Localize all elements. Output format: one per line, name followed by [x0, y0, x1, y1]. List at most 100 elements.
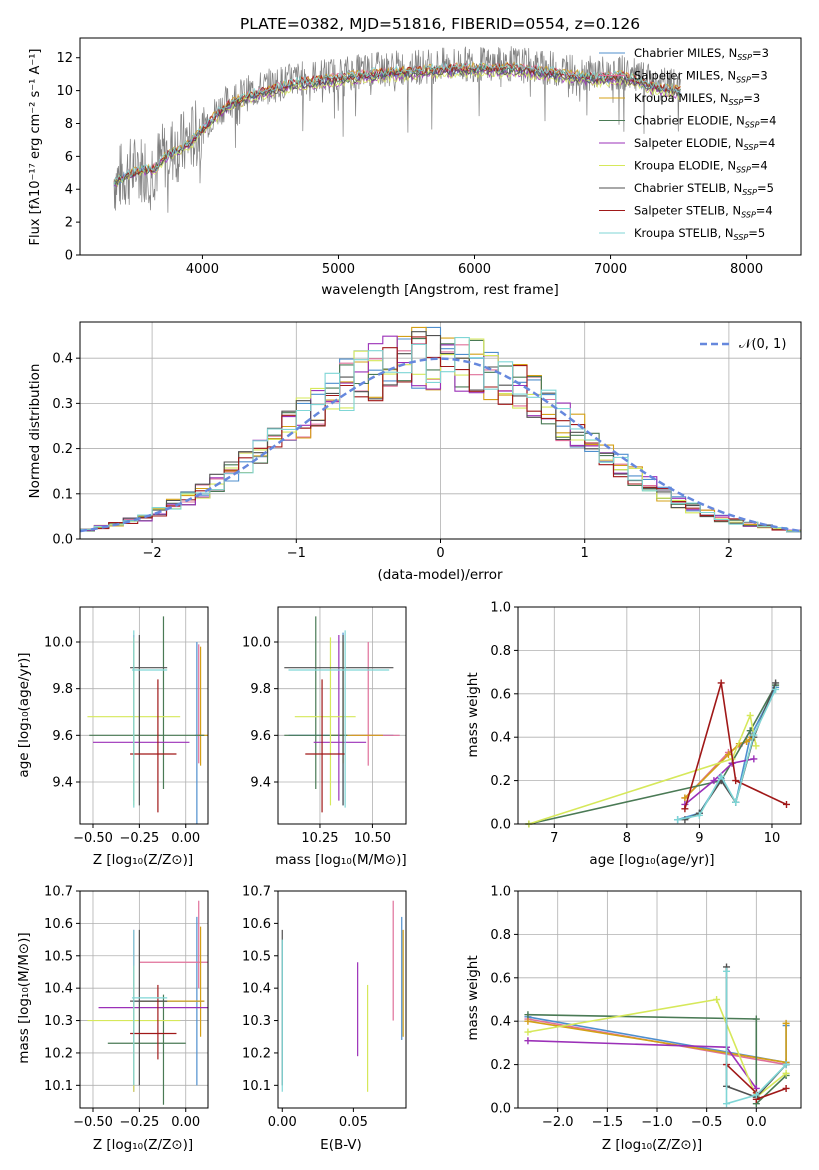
y-tick-label: 0.2: [490, 774, 511, 789]
weight-marker: [724, 751, 732, 759]
x-tick-label: −2: [143, 546, 162, 561]
x-tick-label: −0.25: [119, 831, 159, 846]
y-tick-label: 0: [65, 249, 73, 264]
age-vs-mass-panel: 10.25 10.50 9.4 9.6 9.8 10.0 mass [log₁₀(M/M⊙…: [242, 606, 407, 868]
gauss-legend-label: 𝒩(0, 1): [739, 337, 786, 352]
y-tick-label: 10.6: [242, 917, 271, 932]
x-tick-label: −1: [287, 546, 306, 561]
weight-line: [528, 712, 757, 825]
y-tick-label: 4: [65, 183, 73, 198]
axes-frame: [79, 890, 209, 1109]
y-tick-label: 0.4: [490, 731, 511, 746]
legend-label: Salpeter ELODIE, NSSP=4: [634, 136, 775, 152]
model-spectrum: [113, 68, 681, 188]
y-tick-label: 0.4: [490, 1015, 511, 1030]
errorbar-point: [130, 929, 168, 1086]
y-tick-label: 10.4: [242, 982, 271, 997]
axes-frame: [79, 606, 209, 825]
errorbar-point: [288, 630, 390, 808]
y-tick-label: 0.6: [490, 687, 511, 702]
y-tick-label: 10.0: [242, 636, 271, 651]
mass-vs-Z-ylabel: mass [log₁₀(M/M⊙)]: [16, 932, 32, 1063]
weight-marker: [524, 1037, 532, 1045]
legend-label: Chabrier MILES, NSSP=3: [634, 46, 769, 62]
errorbar-point: [130, 679, 177, 813]
y-tick-label: 9.8: [250, 682, 271, 697]
errorbar-point: [130, 984, 177, 1060]
grid: [80, 607, 208, 824]
axes-frame: [79, 37, 802, 256]
weight-marker: [674, 816, 682, 824]
legend-label: Salpeter MILES, NSSP=3: [634, 69, 768, 85]
y-tick-label: 9.4: [250, 776, 271, 791]
errorbar-point: [131, 929, 168, 1086]
weight-line: [725, 971, 787, 1105]
weight-marker: [782, 1084, 790, 1092]
weight-marker: [717, 772, 725, 780]
y-tick-label: 0.0: [490, 1102, 511, 1117]
x-tick-label: 7: [550, 831, 558, 846]
x-tick-label: 10: [764, 831, 781, 846]
weight-marker: [752, 1015, 760, 1023]
y-tick-label: 0.2: [52, 442, 73, 457]
plot-content: Chabrier MILES, NSSP=3 Salpeter MILES, NS…: [113, 46, 776, 242]
x-tick-label: 0.00: [171, 1115, 200, 1130]
spectrum-panel: PLATE=0382, MJD=51816, FIBERID=0554, z=0…: [28, 15, 802, 298]
y-tick-label: 10.1: [44, 1079, 73, 1094]
y-tick-label: 10.1: [242, 1079, 271, 1094]
weight-marker: [772, 679, 780, 687]
weight-marker: [772, 685, 780, 693]
plot-content: [281, 900, 404, 1092]
y-tick-label: 0.1: [52, 487, 73, 502]
mass-vs-Z-xlabel: Z [log₁₀(Z/Z⊙)]: [93, 1137, 193, 1153]
x-tick-label: 0.00: [171, 831, 200, 846]
weight-marker: [752, 742, 760, 750]
y-tick-label: 0.8: [490, 928, 511, 943]
x-tick-label: −1.0: [641, 1115, 673, 1130]
weight-line: [677, 689, 777, 821]
weight-marker: [713, 996, 721, 1003]
legend-label: Chabrier STELIB, NSSP=5: [634, 181, 774, 197]
residuals-ylabel: Normed distribution: [27, 364, 43, 499]
errorbar-point: [294, 637, 356, 806]
x-tick-label: 0.00: [268, 1115, 297, 1130]
weight-marker: [681, 805, 689, 813]
y-tick-label: 9.6: [250, 729, 271, 744]
weight-vs-Z-xlabel: Z [log₁₀(Z/Z⊙)]: [602, 1137, 702, 1153]
x-tick-label: −0.50: [73, 831, 113, 846]
weight-marker: [782, 1069, 790, 1077]
y-tick-label: 10.3: [44, 1014, 73, 1029]
plot-content: [79, 326, 802, 533]
plot-content: [524, 963, 790, 1108]
grid: [518, 890, 801, 1109]
y-tick-label: 10.5: [44, 949, 73, 964]
weight-vs-age-xlabel: age [log₁₀(age/yr)]: [589, 852, 714, 868]
errorbar-point: [305, 679, 346, 813]
x-tick-label: 0: [436, 546, 444, 561]
axes: −0.50 −0.25 0.00 9.4 9.6 9.8 10.0: [44, 606, 209, 846]
plot-content: [284, 616, 400, 813]
errorbar-point: [92, 635, 190, 801]
legend-label: Kroupa ELODIE, NSSP=4: [634, 159, 768, 175]
axes: 7 8 9 10 0.0 0.2 0.4 0.6 0.8 1.0: [490, 601, 802, 846]
axes: −0.50 −0.25 0.00 10.1 10.2 10.3 10.4 10.5 10.6 10…: [44, 885, 209, 1130]
mass-vs-ebv-panel: 0.00 0.05 10.1 10.2 10.3 10.4 10.5 10.6 10.7 E(B…: [242, 885, 407, 1153]
x-tick-label: 10.50: [354, 831, 391, 846]
weight-marker: [723, 967, 731, 975]
y-tick-label: 10.2: [242, 1046, 271, 1061]
errorbar-point: [288, 632, 394, 806]
y-tick-label: 10.7: [242, 885, 271, 900]
weight-marker: [681, 816, 689, 824]
grid: [518, 606, 801, 825]
weight-line: [527, 1039, 758, 1098]
axes-frame: [517, 890, 802, 1109]
x-tick-label: 5000: [322, 262, 355, 277]
age-vs-metallicity-panel: −0.50 −0.25 0.00 9.4 9.6 9.8 10.0 Z [log₁₀(Z/Z…: [16, 606, 209, 868]
gaussian-curve: [79, 357, 802, 533]
y-tick-label: 10.0: [44, 636, 73, 651]
mass-vs-ebv-xlabel: E(B-V): [320, 1137, 362, 1153]
weight-marker: [782, 1061, 790, 1069]
legend-label: Chabrier ELODIE, NSSP=4: [634, 114, 776, 130]
age-vs-mass-xlabel: mass [log₁₀(M/M⊙)]: [275, 852, 406, 868]
y-tick-label: 0.6: [490, 971, 511, 986]
